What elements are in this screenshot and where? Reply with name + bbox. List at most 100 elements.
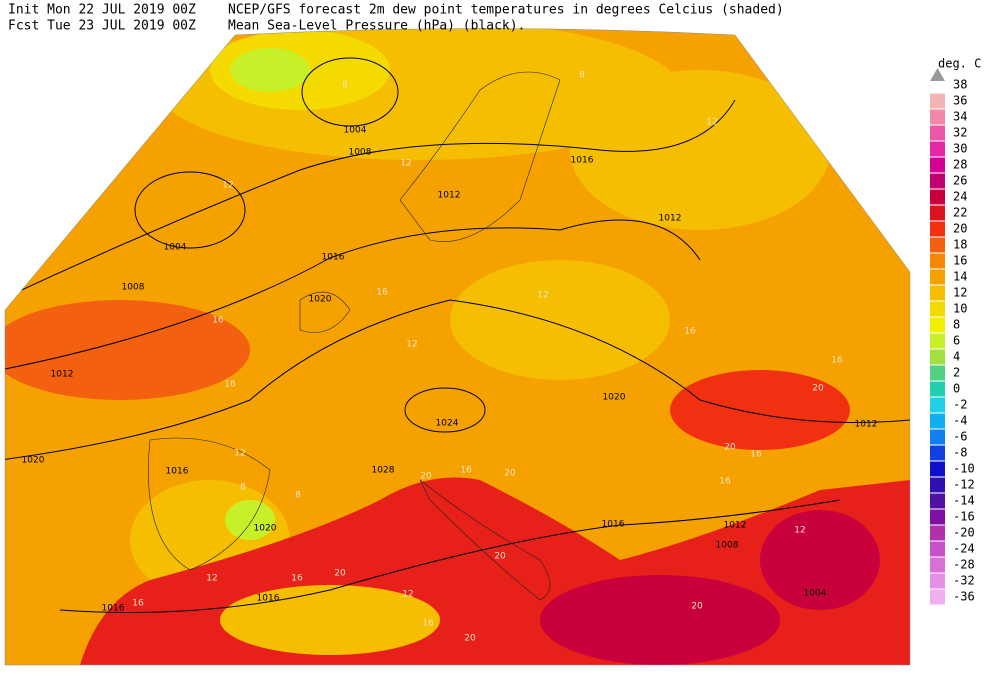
dewpoint-label: 16 <box>460 466 472 476</box>
legend-swatch <box>930 589 945 605</box>
dewpoint-label: 12 <box>402 590 413 600</box>
field-patch <box>5 300 250 400</box>
field-patch <box>760 510 880 610</box>
legend-label: -16 <box>953 510 975 524</box>
legend-swatch <box>930 173 945 189</box>
isobar-label: 1016 <box>166 467 189 477</box>
legend-label: -6 <box>953 430 967 444</box>
legend-swatch <box>930 509 945 525</box>
legend-label: 22 <box>953 206 967 220</box>
dewpoint-label: 8 <box>240 483 246 493</box>
legend-swatch <box>930 413 945 429</box>
legend-label: 24 <box>953 190 967 204</box>
subtitle: Mean Sea-Level Pressure (hPa) (black). <box>228 19 525 34</box>
legend-label: -10 <box>953 462 975 476</box>
dewpoint-label: 20 <box>464 634 476 644</box>
legend-label: -4 <box>953 414 967 428</box>
isobar-label: 1020 <box>309 295 332 305</box>
legend-label: 2 <box>953 366 960 380</box>
legend-label: 26 <box>953 174 967 188</box>
dewpoint-label: 12 <box>222 181 233 191</box>
isobar-label: 1004 <box>344 126 367 136</box>
legend-label: -20 <box>953 526 975 540</box>
legend-swatch <box>930 205 945 221</box>
legend-swatch <box>930 269 945 285</box>
legend-swatch <box>930 237 945 253</box>
isobar-label: 1016 <box>602 520 625 530</box>
legend-label: 0 <box>953 382 960 396</box>
isobar-label: 1008 <box>349 148 372 158</box>
isobar-label: 1004 <box>804 589 827 599</box>
isobar-label: 1016 <box>102 604 125 614</box>
legend-label: 12 <box>953 286 967 300</box>
legend-label: 16 <box>953 254 967 268</box>
dewpoint-label: 16 <box>291 574 303 584</box>
field-patch <box>225 500 275 540</box>
legend-label: 32 <box>953 126 967 140</box>
legend-label: 6 <box>953 334 960 348</box>
legend-label: 14 <box>953 270 967 284</box>
dewpoint-label: 20 <box>334 569 346 579</box>
field-patch <box>220 585 440 655</box>
dewpoint-label: 12 <box>234 449 245 459</box>
isobar-label: 1024 <box>436 419 459 429</box>
dewpoint-label: 12 <box>794 526 805 536</box>
dewpoint-label: 8 <box>295 491 301 501</box>
legend-top-arrow <box>930 68 945 81</box>
legend-label: 8 <box>953 318 960 332</box>
legend-swatch <box>930 301 945 317</box>
dewpoint-label: 20 <box>494 552 506 562</box>
isobars <box>5 57 910 613</box>
map-border <box>4 28 911 666</box>
legend-label: 38 <box>953 78 967 92</box>
legend-swatch <box>930 189 945 205</box>
legend-swatch <box>930 93 945 109</box>
legend-swatch <box>930 493 945 509</box>
isobar-label: 1008 <box>122 283 145 293</box>
legend-swatch <box>930 429 945 445</box>
legend-swatch <box>930 141 945 157</box>
dewpoint-label: 20 <box>504 469 516 479</box>
legend-unit: deg. C <box>938 57 981 71</box>
dewpoint-label: 12 <box>706 118 717 128</box>
legend-swatch <box>930 381 945 397</box>
dewpoint-label: 8 <box>579 71 585 81</box>
legend-label: 34 <box>953 110 967 124</box>
dewpoint-label: 16 <box>422 619 434 629</box>
isobar-label: 1016 <box>257 594 280 604</box>
legend-swatch <box>930 333 945 349</box>
legend-swatch <box>930 461 945 477</box>
isobar-label: 1028 <box>372 466 395 476</box>
legend-swatch <box>930 317 945 333</box>
legend-swatch <box>930 349 945 365</box>
legend-label: 20 <box>953 222 967 236</box>
isobar-label: 1016 <box>322 253 345 263</box>
field-patch <box>670 370 850 450</box>
legend-label: 36 <box>953 94 967 108</box>
dewpoint-label: 20 <box>812 384 824 394</box>
dewpoint-label: 20 <box>724 443 736 453</box>
isobar-label: 1012 <box>438 191 461 201</box>
legend-label: -14 <box>953 494 975 508</box>
legend-swatch <box>930 253 945 269</box>
legend-label: -36 <box>953 590 975 604</box>
dewpoint-label: 12 <box>400 159 411 169</box>
legend-label: 30 <box>953 142 967 156</box>
legend-swatch <box>930 221 945 237</box>
dewpoint-label: 8 <box>342 81 348 91</box>
isobar-label: 1012 <box>724 521 747 531</box>
dewpoint-label: 16 <box>750 450 762 460</box>
legend-label: -32 <box>953 574 975 588</box>
legend-swatch <box>930 125 945 141</box>
dewpoint-label: 16 <box>684 327 696 337</box>
isobar-label: 1020 <box>603 393 626 403</box>
dewpoint-label: 20 <box>420 472 432 482</box>
legend-swatch <box>930 365 945 381</box>
legend-swatch <box>930 157 945 173</box>
isobar-label: 1016 <box>571 156 594 166</box>
legend-label: 10 <box>953 302 967 316</box>
field-patch <box>540 575 780 665</box>
dewpoint-label: 12 <box>206 574 217 584</box>
